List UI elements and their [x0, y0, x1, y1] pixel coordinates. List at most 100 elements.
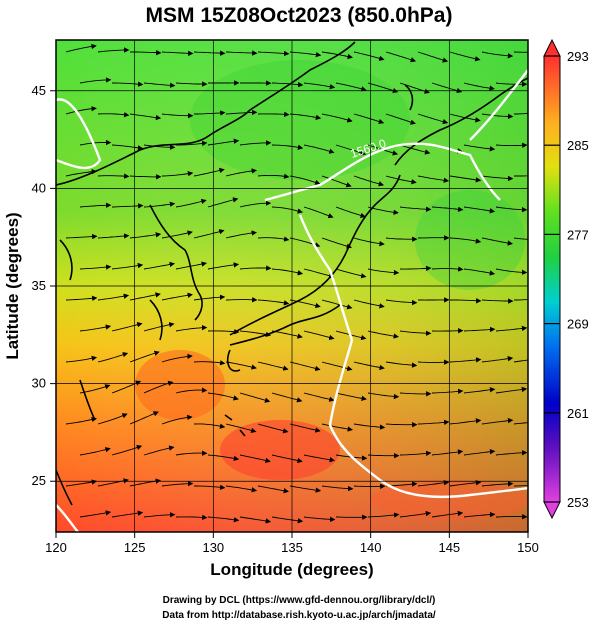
streamline [463, 144, 496, 152]
streamline [399, 510, 432, 518]
streamline [353, 299, 385, 309]
streamline [111, 445, 143, 456]
colorbar: 293 285 277 269 261 253 [543, 38, 589, 520]
x-axis-label: Longitude (degrees) [210, 560, 373, 579]
streamline [385, 236, 418, 242]
streamline [111, 322, 143, 332]
streamline [271, 81, 304, 88]
streamline [321, 113, 353, 123]
streamline [495, 206, 528, 213]
streamline [385, 361, 418, 368]
colorbar-tick-label: 285 [567, 138, 589, 153]
colorbar-tick-label: 253 [567, 495, 589, 510]
streamline [257, 299, 290, 306]
streamline [257, 423, 289, 434]
streamline [161, 171, 194, 177]
streamline [161, 230, 193, 239]
streamline [399, 330, 432, 336]
streamline [449, 357, 482, 363]
streamline [161, 50, 194, 57]
colorbar-max-triangle [543, 38, 561, 57]
streamline [399, 391, 432, 397]
streamline [399, 206, 432, 212]
x-tick-label: 130 [202, 540, 224, 555]
x-tick-label: 150 [517, 540, 539, 555]
streamline [385, 113, 416, 125]
streamline [175, 324, 208, 332]
streamline [353, 423, 386, 430]
streamline [514, 175, 528, 177]
streamline [449, 480, 482, 487]
streamline [79, 384, 111, 394]
y-tick-label: 25 [32, 473, 46, 488]
grid-lines [56, 40, 528, 532]
streamline [449, 51, 481, 62]
streamline [495, 325, 528, 332]
streamline [194, 484, 226, 490]
streamline [111, 203, 144, 209]
streamline [399, 265, 432, 272]
streamline [321, 361, 353, 372]
colorbar-tick-label: 293 [567, 49, 589, 64]
streamline [65, 355, 98, 363]
streamline [417, 175, 450, 183]
streamline [112, 81, 144, 87]
streamline [143, 322, 175, 332]
streamline [161, 292, 193, 301]
streamline [514, 299, 528, 301]
streamline [481, 417, 514, 425]
streamline [65, 106, 97, 115]
streamline [271, 454, 303, 464]
streamline [193, 423, 226, 429]
streamline [513, 422, 528, 425]
streamline [193, 294, 226, 301]
streamline [79, 510, 112, 518]
streamline [481, 481, 514, 487]
streamline [143, 261, 175, 270]
wind-streamlines [65, 43, 528, 524]
streamline [225, 361, 257, 370]
streamline [271, 144, 304, 150]
streamline [289, 361, 321, 372]
streamline [321, 237, 352, 249]
streamline [257, 485, 289, 494]
streamline [271, 516, 304, 524]
colorbar-tick-label: 261 [567, 406, 589, 421]
streamline [175, 514, 208, 520]
y-tick-label: 45 [32, 83, 46, 98]
streamline [514, 112, 528, 115]
streamline [225, 423, 257, 433]
streamline [353, 361, 385, 371]
streamline [225, 230, 257, 239]
streamline [161, 480, 194, 487]
streamline [257, 111, 290, 117]
streamline [431, 449, 464, 456]
streamline [463, 511, 496, 518]
streamline [143, 144, 176, 150]
streamline [79, 77, 112, 84]
streamline [303, 144, 335, 154]
streamline [513, 359, 528, 363]
streamline [271, 206, 303, 214]
streamline [175, 81, 208, 87]
y-axis-label: Latitude (degrees) [3, 212, 22, 359]
streamline [399, 450, 432, 457]
streamline [143, 445, 175, 456]
streamline [450, 298, 482, 304]
streamline [225, 485, 258, 493]
streamline [303, 82, 336, 90]
streamline [225, 168, 257, 177]
x-tick-label: 120 [45, 540, 67, 555]
streamline [289, 51, 322, 58]
streamline [481, 356, 514, 363]
streamline [303, 268, 335, 279]
streamline [353, 175, 385, 187]
streamline [417, 113, 449, 125]
streamline [239, 330, 272, 338]
colorbar-min-triangle [543, 501, 561, 520]
streamline [161, 353, 193, 363]
streamline [385, 175, 417, 185]
streamline [194, 110, 226, 116]
streamline [335, 268, 367, 279]
streamline [239, 265, 272, 271]
